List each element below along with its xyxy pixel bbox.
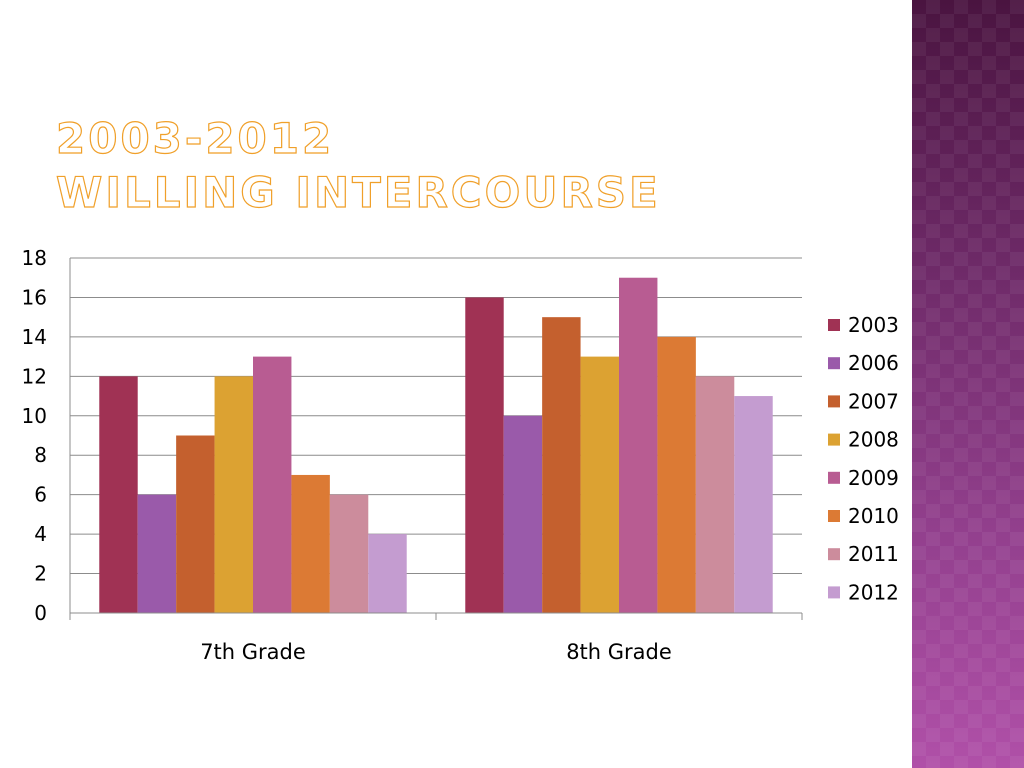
y-tick-label: 8 xyxy=(34,443,47,467)
legend-item: 2006 xyxy=(828,351,899,375)
legend-item: 2009 xyxy=(828,466,899,490)
legend-item: 2012 xyxy=(828,580,899,604)
y-tick-label: 4 xyxy=(34,522,47,546)
legend: 2003 2006 2007 2008 2009 2010 2011 2012 xyxy=(828,313,899,604)
bar xyxy=(657,336,696,613)
y-tick-label: 2 xyxy=(34,562,47,586)
legend-item: 2010 xyxy=(828,504,899,528)
y-tick-label: 14 xyxy=(22,325,47,349)
axes xyxy=(69,258,803,620)
slide-title-line2: Willing Intercourse xyxy=(55,167,661,217)
legend-label: 2003 xyxy=(848,313,899,337)
bar xyxy=(580,356,619,613)
bar xyxy=(329,494,369,613)
bar xyxy=(542,317,581,613)
bar xyxy=(176,435,215,613)
bar xyxy=(619,277,658,613)
x-axis-category-labels: 7th Grade 8th Grade xyxy=(200,640,672,664)
legend-label: 2008 xyxy=(848,428,899,452)
legend-label: 2012 xyxy=(848,580,899,604)
legend-swatch xyxy=(828,510,840,522)
legend-label: 2009 xyxy=(848,466,899,490)
legend-item: 2011 xyxy=(828,542,899,566)
y-axis-tick-labels: 0 2 4 6 8 10 12 14 16 18 xyxy=(22,246,47,625)
legend-item: 2007 xyxy=(828,389,899,413)
legend-swatch xyxy=(828,433,840,446)
slide-title: 2003-2012 Willing Intercourse xyxy=(55,112,661,220)
x-category-label: 8th Grade xyxy=(566,640,672,664)
bar xyxy=(137,494,177,613)
bar xyxy=(214,376,253,613)
legend-swatch xyxy=(828,395,840,408)
bar xyxy=(253,356,292,613)
y-tick-label: 16 xyxy=(22,285,47,309)
legend-item: 2003 xyxy=(828,313,899,337)
legend-swatch xyxy=(828,548,840,561)
legend-swatch xyxy=(828,357,840,370)
bar xyxy=(291,474,330,613)
bar xyxy=(734,396,773,613)
y-tick-label: 10 xyxy=(22,404,47,428)
legend-swatch xyxy=(828,586,840,599)
y-tick-label: 12 xyxy=(22,364,47,388)
bar xyxy=(99,376,138,613)
bar xyxy=(503,415,543,613)
legend-label: 2010 xyxy=(848,504,899,528)
y-tick-label: 0 xyxy=(34,601,47,625)
legend-label: 2007 xyxy=(848,389,899,413)
bar xyxy=(465,297,504,613)
bar xyxy=(368,534,407,613)
y-tick-label: 18 xyxy=(22,246,47,270)
decorative-side-band xyxy=(912,0,1024,768)
legend-item: 2008 xyxy=(828,428,899,452)
legend-swatch xyxy=(828,471,840,484)
legend-swatch xyxy=(828,319,840,331)
bar xyxy=(695,376,735,613)
slide-title-line1: 2003-2012 xyxy=(55,113,335,163)
y-tick-label: 6 xyxy=(34,483,47,507)
legend-label: 2006 xyxy=(848,351,899,375)
legend-label: 2011 xyxy=(848,542,899,566)
x-category-label: 7th Grade xyxy=(200,640,306,664)
bars xyxy=(99,277,773,613)
